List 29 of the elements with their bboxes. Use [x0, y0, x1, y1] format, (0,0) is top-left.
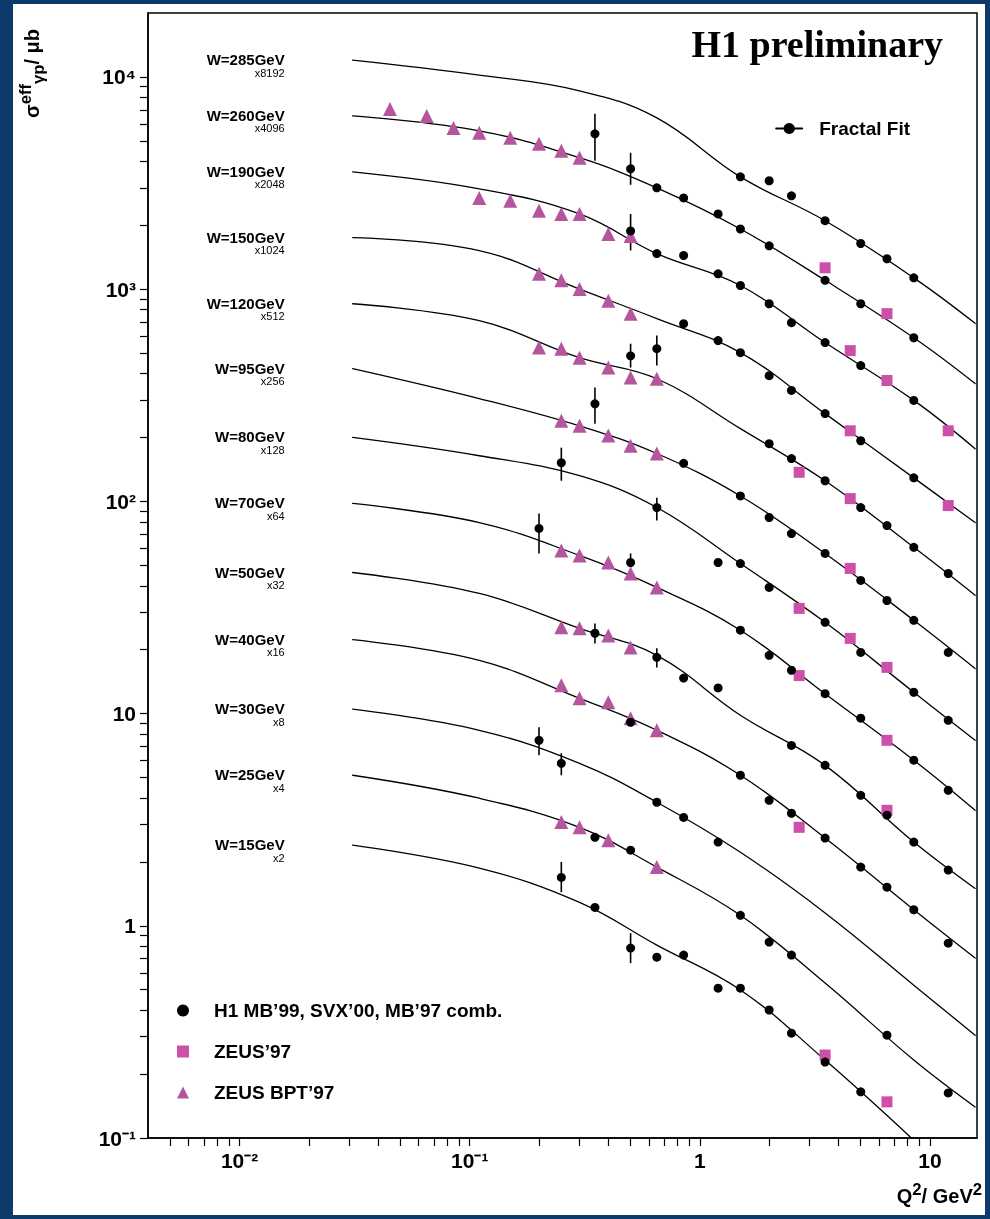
y-tick-label: 10²: [105, 489, 136, 513]
annotation: W=70GeV x64: [215, 494, 285, 522]
annotation: W=50GeV x32: [215, 563, 285, 591]
chart-title: H1 preliminary: [691, 23, 944, 65]
legend-label: ZEUS BPT’97: [214, 1082, 335, 1103]
annotation: W=120GeV x512: [206, 294, 285, 323]
annotation: W=40GeV x16: [215, 630, 285, 659]
annotation: W=260GeV x4096: [206, 106, 285, 135]
x-axis-title: Q$^{2}$/ GeV$^{2}$: [896, 1180, 982, 1208]
annotation: W=80GeV x128: [215, 428, 285, 456]
x-tick-label: 10⁻¹: [451, 1149, 489, 1172]
x-tick-label: 10: [918, 1149, 942, 1172]
annotation: W=150GeV x1024: [206, 228, 285, 257]
annotation: W=15GeV x2: [215, 836, 285, 864]
annotation: W=95GeV x256: [215, 359, 285, 388]
annotation: W=285GeV x8192: [206, 51, 285, 79]
annotation: W=190GeV x2048: [206, 162, 285, 191]
x-tick-label: 10⁻²: [220, 1149, 259, 1172]
y-tick-label: 10³: [105, 277, 136, 301]
y-tick-label: 10: [112, 702, 136, 726]
annotation: W=30GeV x8: [215, 700, 285, 728]
y-tick-label: 10⁻¹: [98, 1126, 136, 1150]
x-tick-label: 1: [694, 1149, 707, 1172]
legend-label: ZEUS’97: [214, 1041, 292, 1062]
legend-label: Fractal Fit: [819, 118, 911, 139]
annotation: W=25GeV x4: [215, 766, 285, 794]
y-tick-label: 1: [124, 914, 137, 938]
legend-label: H1 MB’99, SVX’00, MB’97 comb.: [214, 1000, 503, 1021]
y-tick-label: 10⁴: [102, 65, 136, 89]
